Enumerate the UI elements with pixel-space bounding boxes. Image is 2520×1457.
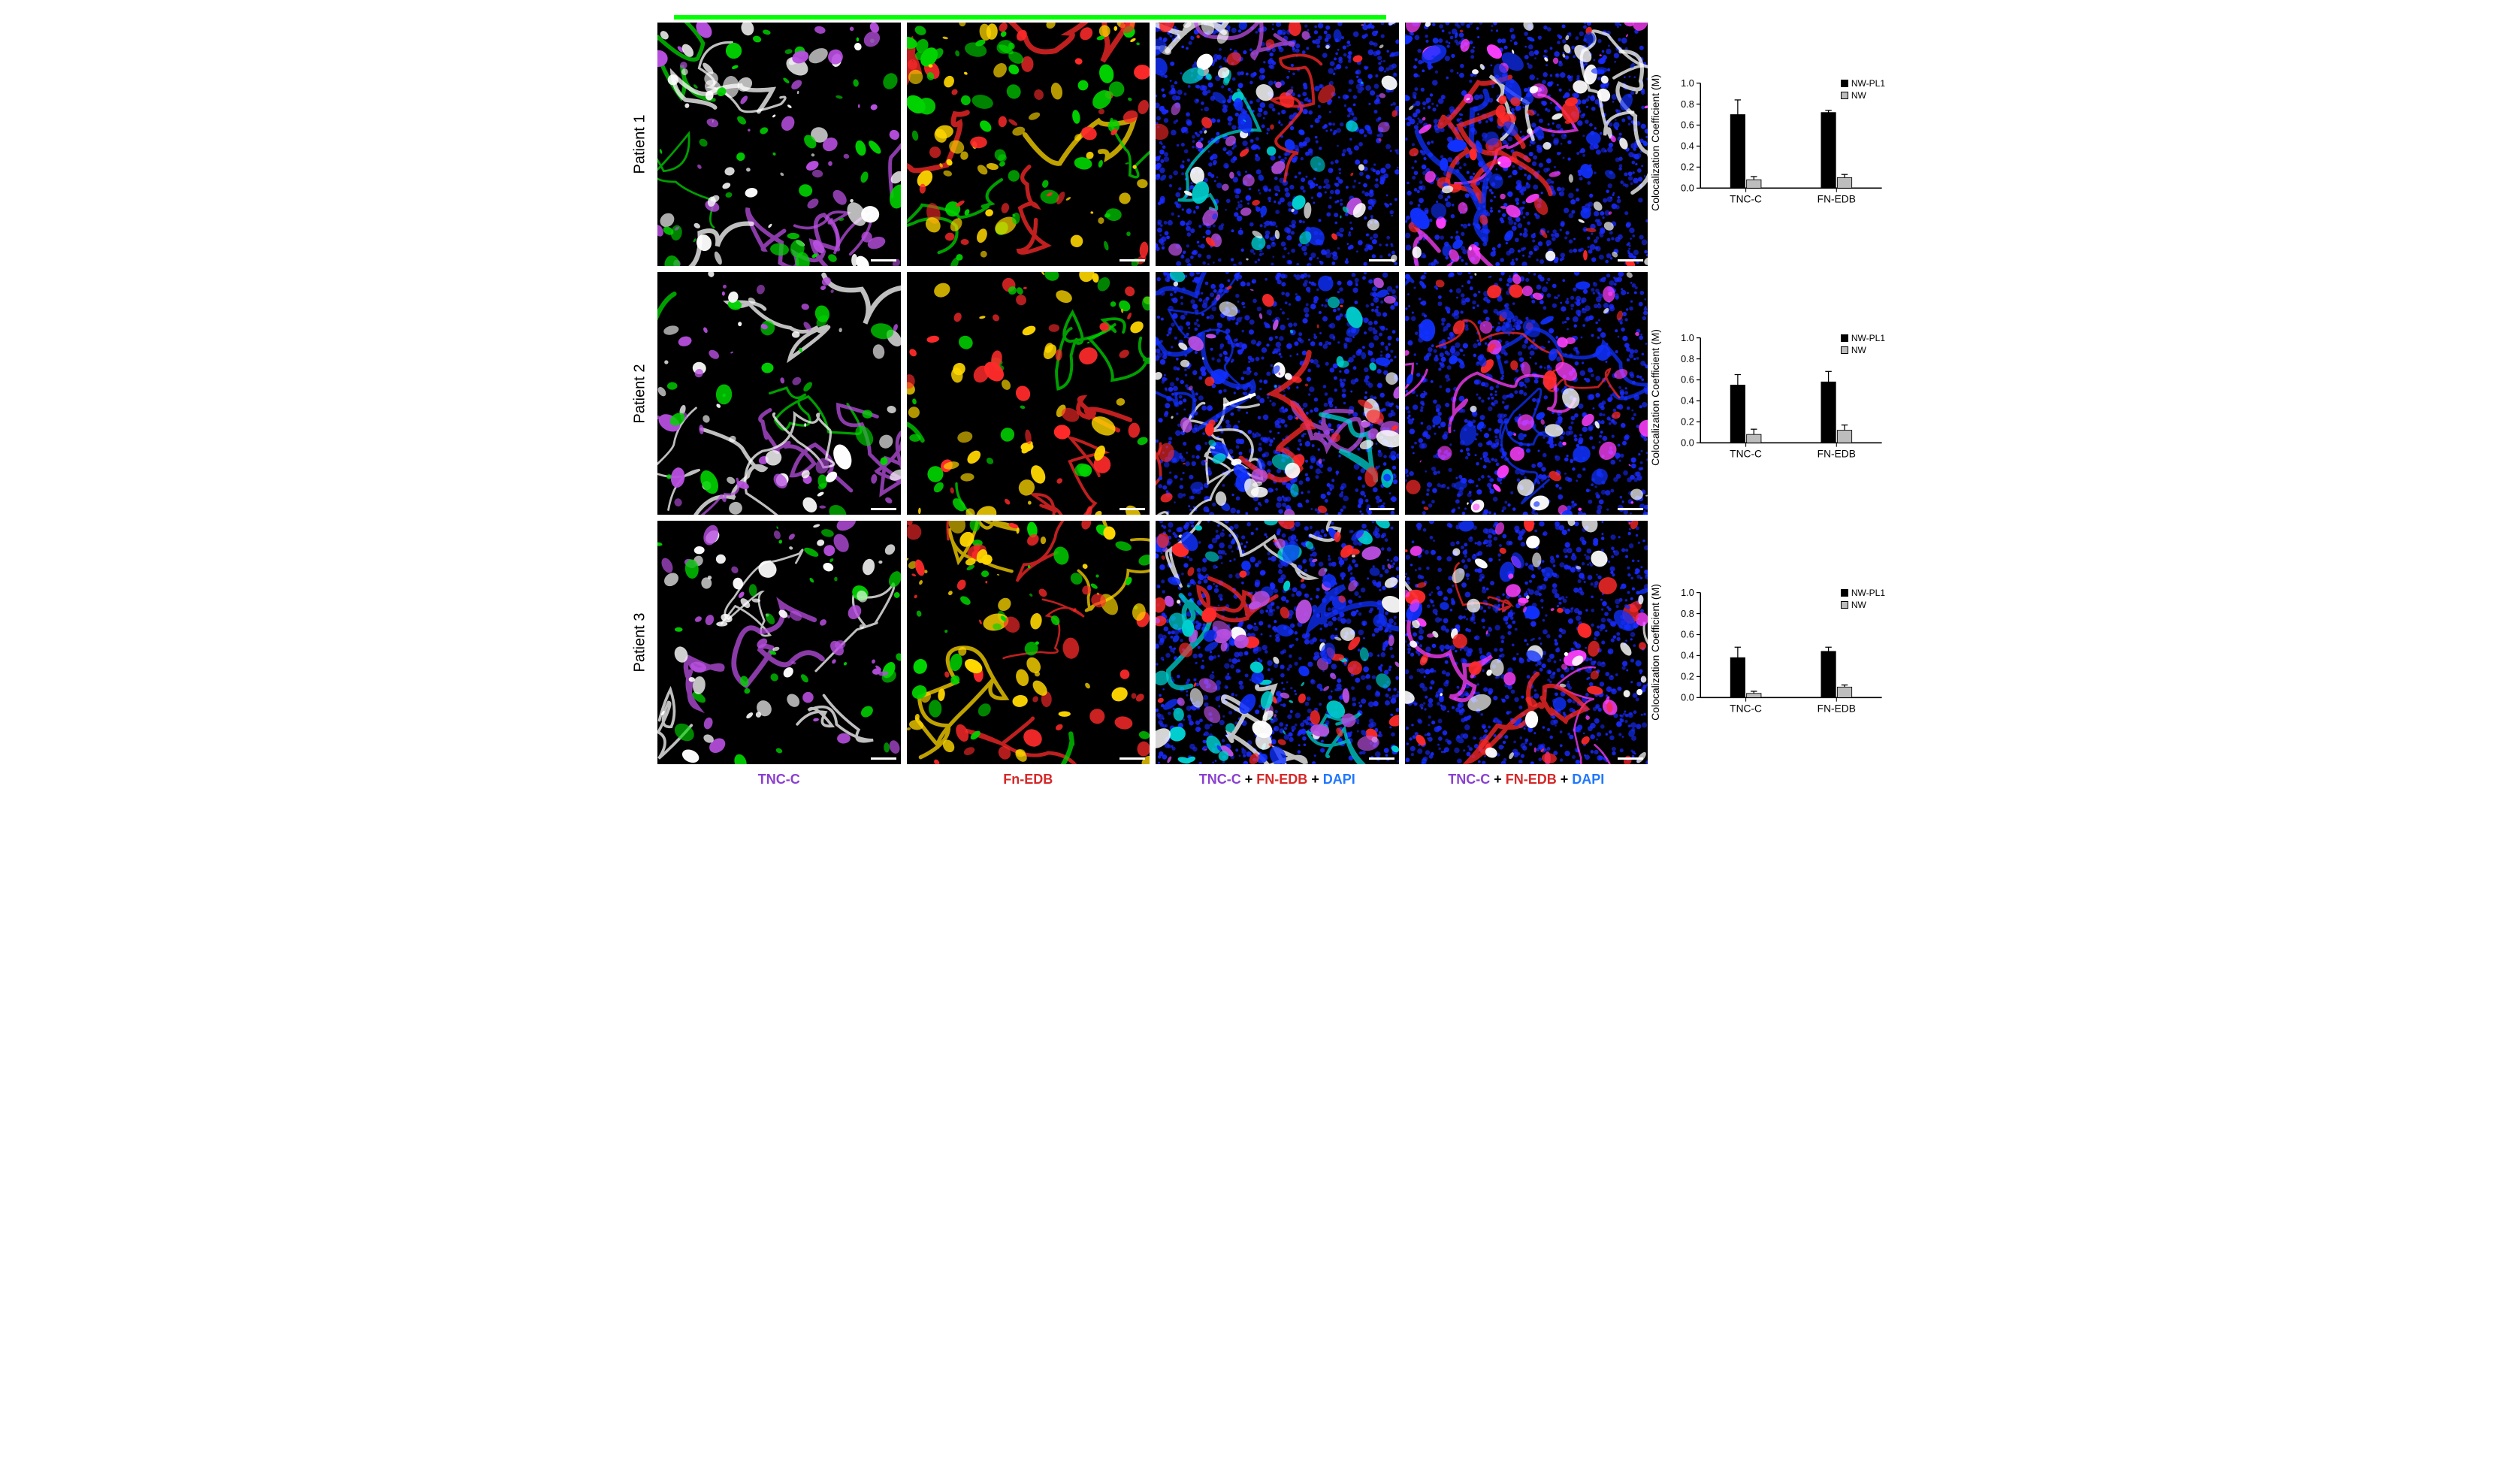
column-label-part: TNC-C	[1199, 772, 1241, 787]
column-label-part: DAPI	[1323, 772, 1355, 787]
scale-bar	[1618, 259, 1643, 261]
column-labels: TNC-CFn-EDBTNC-C + FN-EDB + DAPITNC-C + …	[657, 772, 1648, 787]
microscopy-panel	[1156, 521, 1399, 764]
legend-item: NW	[1841, 600, 1885, 610]
microscopy-panel	[907, 23, 1150, 266]
column-label: Fn-EDB	[907, 772, 1150, 787]
chart-y-label: Colocalization Coefficient (M)	[1649, 584, 1661, 721]
grid-and-charts: Patient 1 Patient 2 Patient 3 TNC-C Fn-EDB T…	[629, 23, 1891, 787]
microscopy-panel	[907, 521, 1150, 764]
colocalization-chart: Colocalization Coefficient (M)NW-PL1NW0.…	[1666, 585, 1891, 720]
scale-bar	[1618, 757, 1643, 760]
column-label-part: +	[1307, 772, 1323, 787]
chart-y-label: Colocalization Coefficient (M)	[1649, 329, 1661, 466]
column-label: TNC-C + FN-EDB + DAPI	[1405, 772, 1648, 787]
colocalization-chart: Colocalization Coefficient (M)NW-PL1NW0.…	[1666, 75, 1891, 210]
scale-bar	[1618, 508, 1643, 510]
legend-item: NW-PL1	[1841, 588, 1885, 598]
legend-item: NW-PL1	[1841, 78, 1885, 89]
scale-bar	[1369, 508, 1394, 510]
scale-bar	[871, 259, 896, 261]
scale-bar	[1369, 757, 1394, 760]
legend-text: NW	[1851, 600, 1866, 610]
microscopy-panel	[1405, 521, 1648, 764]
column-label-part: DAPI	[1572, 772, 1604, 787]
microscopy-panel	[907, 272, 1150, 515]
image-row: Patient 3	[629, 521, 1648, 764]
microscopy-panel	[1156, 23, 1399, 266]
scale-bar	[1119, 259, 1145, 261]
chart-legend: NW-PL1NW	[1841, 78, 1885, 102]
legend-item: NW	[1841, 345, 1885, 355]
legend-swatch	[1841, 334, 1848, 342]
legend-text: NW	[1851, 90, 1866, 101]
legend-text: NW-PL1	[1851, 78, 1885, 89]
column-label-part: TNC-C	[758, 772, 800, 787]
microscopy-panel	[657, 521, 901, 764]
column-label-part: FN-EDB	[1256, 772, 1307, 787]
figure-root: Patient 1 Patient 2 Patient 3 TNC-C Fn-EDB T…	[629, 15, 1891, 787]
legend-swatch	[1841, 601, 1848, 609]
legend-swatch	[1841, 589, 1848, 597]
legend-text: NW	[1851, 345, 1866, 355]
image-row: Patient 1	[629, 23, 1648, 266]
image-row: Patient 2	[629, 272, 1648, 515]
legend-swatch	[1841, 346, 1848, 354]
row-label: Patient 1	[629, 23, 651, 266]
microscopy-panel	[1405, 23, 1648, 266]
column-label: TNC-C + FN-EDB + DAPI	[1156, 772, 1399, 787]
scale-bar	[1119, 508, 1145, 510]
scale-bar	[1369, 259, 1394, 261]
legend-item: NW-PL1	[1841, 333, 1885, 343]
column-label-part: +	[1490, 772, 1506, 787]
scale-bar	[871, 508, 896, 510]
top-green-bar	[674, 15, 1386, 20]
scale-bar	[1119, 757, 1145, 760]
microscopy-panel	[1156, 272, 1399, 515]
microscopy-panel	[1405, 272, 1648, 515]
charts-column: Colocalization Coefficient (M)NW-PL1NW0.…	[1666, 23, 1891, 787]
column-label-part: Fn-EDB	[1003, 772, 1053, 787]
column-label-part: FN-EDB	[1506, 772, 1557, 787]
row-label: Patient 2	[629, 272, 651, 515]
legend-swatch	[1841, 80, 1848, 87]
microscopy-panel	[657, 272, 901, 515]
chart-y-label: Colocalization Coefficient (M)	[1649, 74, 1661, 211]
column-label-part: +	[1241, 772, 1257, 787]
column-label-part: TNC-C	[1448, 772, 1490, 787]
image-grid: Patient 1 Patient 2 Patient 3 TNC-C Fn-EDB T…	[629, 23, 1648, 787]
chart-legend: NW-PL1 NW	[1841, 333, 1885, 357]
scale-bar	[871, 757, 896, 760]
colocalization-chart: Colocalization Coefficient (M)NW-PL1NW0.…	[1666, 330, 1891, 465]
row-label: Patient 3	[629, 521, 651, 764]
legend-item: NW	[1841, 90, 1885, 101]
microscopy-panel	[657, 23, 901, 266]
legend-swatch	[1841, 92, 1848, 99]
column-label-part: +	[1557, 772, 1573, 787]
column-label: TNC-C	[657, 772, 901, 787]
chart-legend: NW-PL1 NW	[1841, 588, 1885, 612]
legend-text: NW-PL1	[1851, 333, 1885, 343]
legend-text: NW-PL1	[1851, 588, 1885, 598]
